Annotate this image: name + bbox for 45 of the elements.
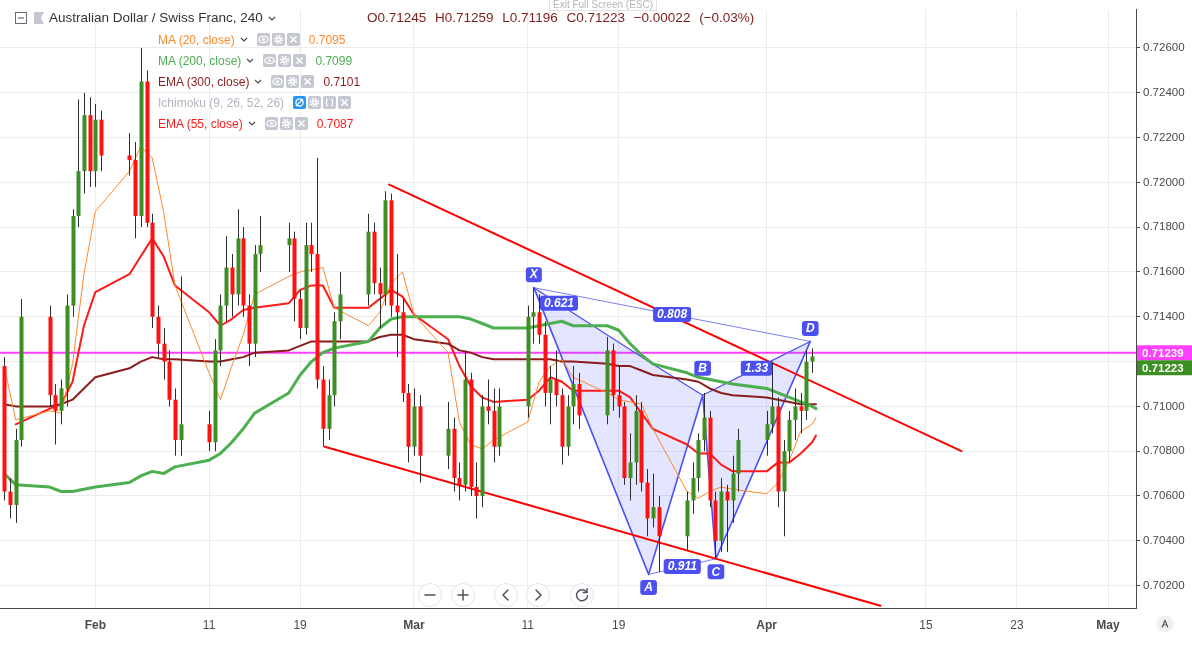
text: MA (20, close) <box>158 32 235 47</box>
annotation: B <box>698 361 708 376</box>
ref-line-label: 0.71239 <box>1142 346 1184 359</box>
x-tick-label: 11 <box>202 617 216 632</box>
x-tick-label: 19 <box>612 617 626 632</box>
annotation: 0.7087 <box>316 116 354 131</box>
x-tick-label: Feb <box>84 617 106 632</box>
x-tick-label: 15 <box>919 617 933 632</box>
y-tick-label: 0.70400 <box>1143 533 1185 546</box>
text: 0.71223 <box>1142 361 1184 374</box>
annotation: 0.911 <box>667 559 698 574</box>
annotation: D <box>805 321 815 336</box>
chart-title: Australian Dollar / Swiss Franc, 240 <box>49 10 263 26</box>
x-tick-label: 23 <box>1010 617 1024 632</box>
y-tick-label: 0.71400 <box>1143 309 1185 322</box>
y-tick-label: 0.70600 <box>1143 489 1185 502</box>
x-tick-label: 19 <box>293 617 308 632</box>
text: EMA (55, close) <box>158 116 243 131</box>
annotation: C <box>711 564 721 579</box>
x-tick-label: May <box>1096 617 1121 632</box>
y-tick-label: 0.71800 <box>1143 220 1185 233</box>
annotation: X <box>528 267 539 282</box>
annotation: 0.7101 <box>323 74 361 89</box>
annotation: A <box>643 580 653 595</box>
y-tick-label: 0.71600 <box>1143 265 1185 278</box>
x-tick-label: Apr <box>756 617 778 632</box>
y-tick-label: 0.72600 <box>1143 41 1185 54</box>
y-tick-label: 0.72000 <box>1143 175 1185 188</box>
y-tick-label: 0.71000 <box>1143 399 1185 412</box>
legend-label: Ichimoku (9, 26, 52, 26) <box>158 95 285 110</box>
annotation: 0.808 <box>657 307 688 322</box>
chart-subtitle: O0.71245 H0.71259 L0.71196 C0.71223 −0.00022 (−0.03%) <box>367 10 755 26</box>
annotation: 0.7099 <box>315 53 353 68</box>
text: EMA (300, close) <box>158 74 250 89</box>
annotation: Exit Full Screen (ESC) <box>549 0 658 11</box>
y-tick-label: 0.72200 <box>1143 130 1185 143</box>
annotation: 1.33 <box>744 361 769 376</box>
x-tick-label: Mar <box>403 617 425 632</box>
y-tick-label: 0.72400 <box>1143 85 1185 98</box>
y-tick-label: 0.70800 <box>1143 444 1185 457</box>
annotation: 0.7095 <box>308 32 346 47</box>
text: MA (200, close) <box>158 53 242 68</box>
annotation: 0.621 <box>543 296 575 311</box>
y-tick-label: 0.70200 <box>1143 578 1185 591</box>
x-tick-label: 11 <box>521 617 535 632</box>
